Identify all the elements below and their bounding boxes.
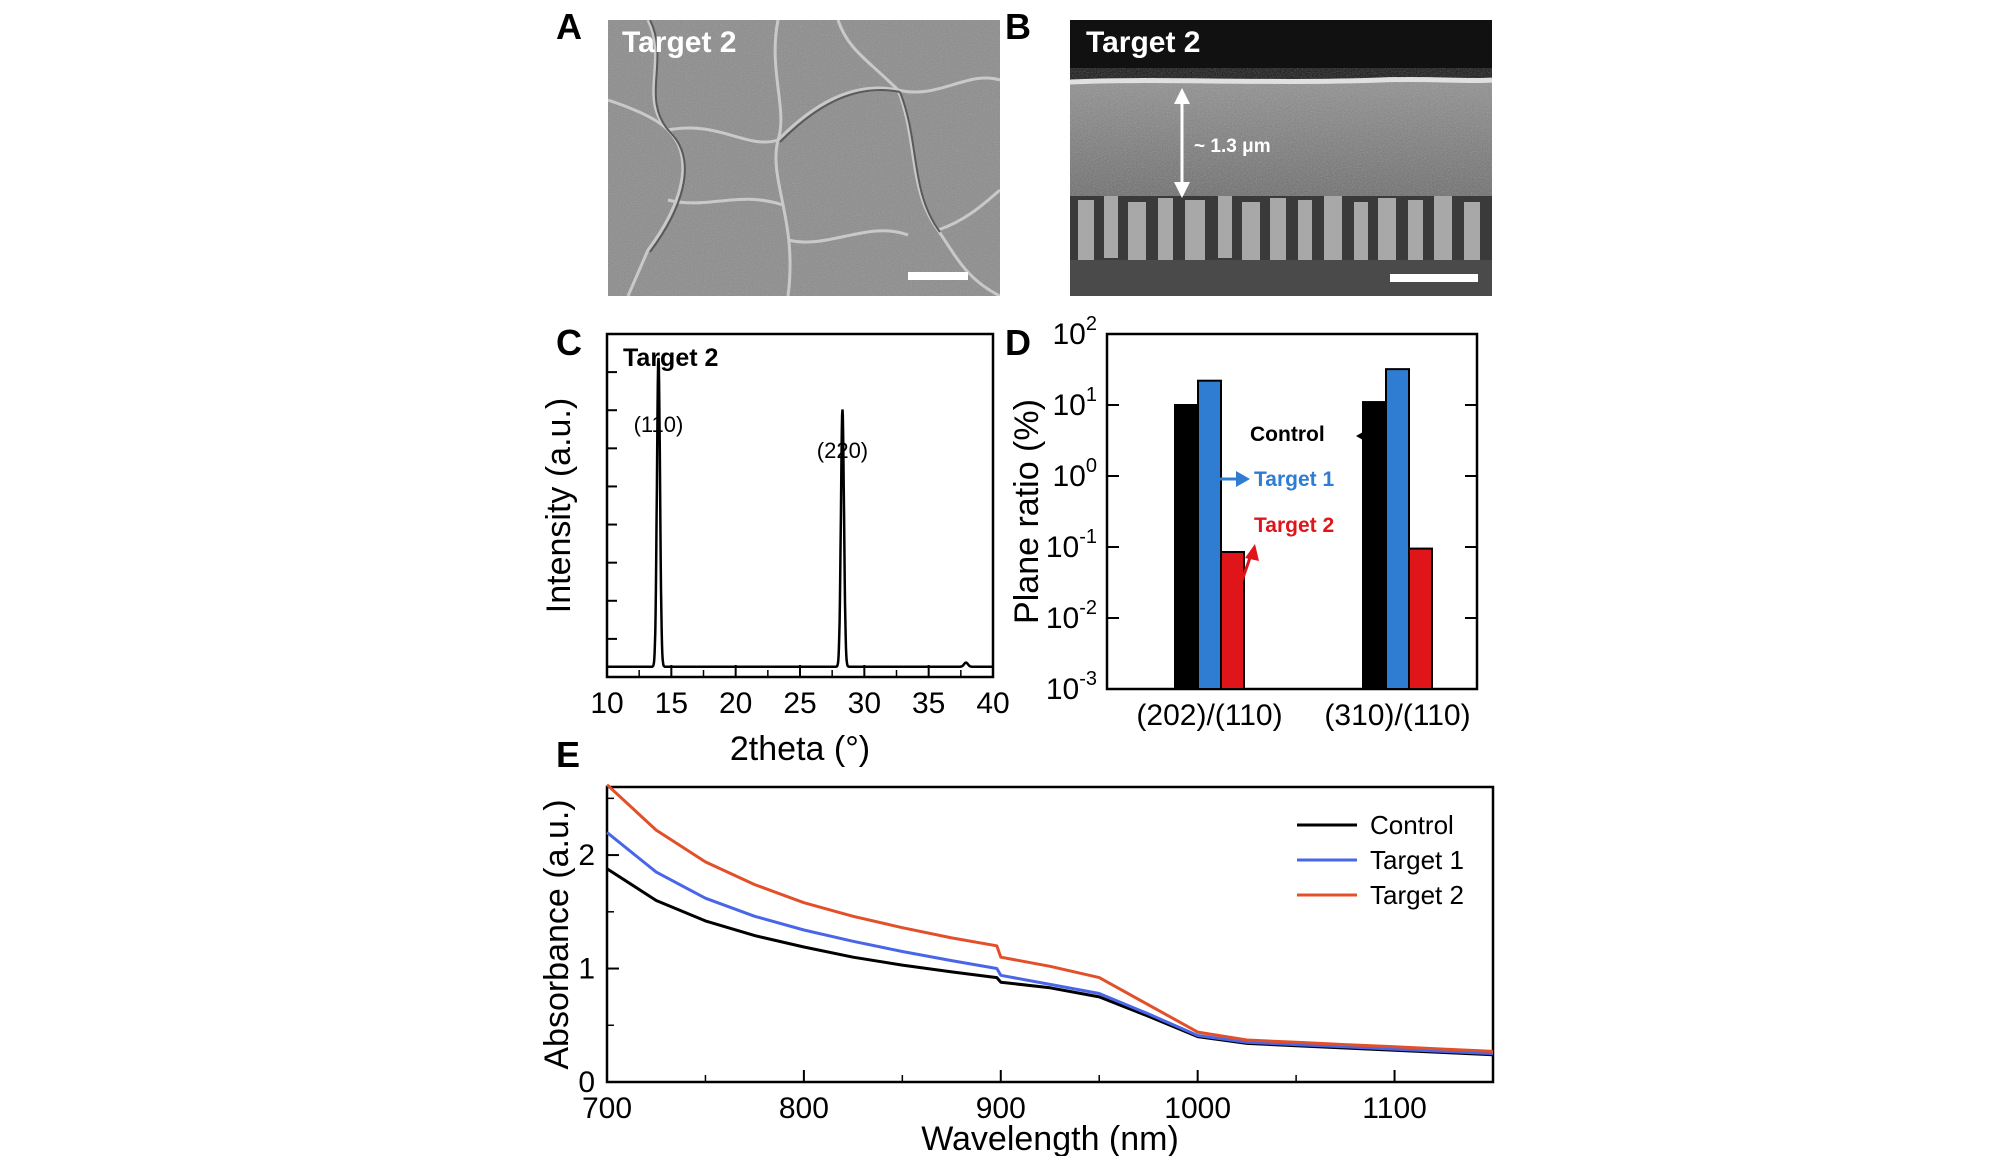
absorbance-y-tick-label: 1 [578,953,595,986]
bar-control [1362,401,1387,690]
sem-top-label: Target 2 [622,26,737,59]
bar-control [1174,404,1199,690]
absorbance-y-axis-label: Absorbance (a.u.) [538,799,576,1069]
xrd-peak-label: (110) [634,412,684,437]
absorbance-y-tick-label: 0 [578,1066,595,1099]
absorbance-x-tick-label: 800 [779,1092,829,1125]
absorbance-legend-label: Target 1 [1370,845,1464,875]
sem-cross-section-image: Target 2 ~ 1.3 μm [1070,20,1492,296]
ratio-plot-frame [1105,332,1479,691]
bar-target-1 [1197,379,1222,690]
bar-target-2 [1408,547,1433,690]
bar-target-2 [1220,551,1245,690]
ratio-y-tick-label: 101 [1053,384,1098,422]
sem-top-view-image: Target 2 [608,20,1000,296]
absorbance-line-target-1 [606,831,1494,1056]
legend-label-target1: Target 1 [1254,468,1334,491]
sem-cross-label: Target 2 [1086,26,1201,59]
panel-letter-c: C [556,322,582,363]
legend-label-target2: Target 2 [1254,514,1334,537]
xrd-inset-title: Target 2 [623,344,718,372]
absorbance-chart: 700 800 900 1000 1100 0 1 2 Control Target 1 Targe… [538,783,1495,1156]
panel-letter-a: A [556,6,582,47]
xrd-x-tick-label: 20 [719,687,752,720]
ratio-y-tick-label: 10-2 [1046,597,1097,635]
absorbance-legend-label: Target 2 [1370,880,1464,910]
absorbance-x-tick-label: 1000 [1164,1092,1231,1125]
legend-arrowhead-control [1356,428,1370,444]
ratio-y-tick-label: 102 [1053,313,1098,351]
xrd-x-tick-label: 35 [912,687,945,720]
ratio-category-label: (310)/(110) [1324,699,1470,732]
absorbance-x-tick-label: 700 [582,1092,632,1125]
absorbance-plot-frame [605,785,1495,1084]
xrd-x-tick-label: 25 [783,687,816,720]
ratio-y-tick-label: 100 [1053,455,1098,493]
xrd-plot-frame [605,332,995,679]
xrd-x-tick-label: 30 [848,687,881,720]
legend-label-control: Control [1250,423,1325,446]
xrd-y-axis-label: Intensity (a.u.) [540,398,578,613]
panel-letter-b: B [1005,6,1031,47]
absorbance-x-tick-label: 1100 [1362,1092,1427,1125]
ratio-y-tick-label: 10-3 [1046,668,1097,706]
absorbance-line-control [606,867,1494,1057]
panel-letter-d: D [1005,322,1031,363]
ratio-y-tick-label: 10-1 [1046,526,1097,564]
xrd-x-tick-label: 10 [590,687,623,720]
absorbance-y-tick-label: 2 [578,839,595,872]
absorbance-line-target-2 [605,783,1494,1053]
bar-target-1 [1385,368,1410,690]
thickness-label: ~ 1.3 μm [1194,136,1271,157]
xrd-x-tick-label: 40 [976,687,1009,720]
xrd-x-axis-label: 2theta (°) [730,730,870,768]
absorbance-x-axis-label: Wavelength (nm) [921,1120,1179,1156]
legend-arrowhead-target1 [1236,471,1250,487]
panel-letter-e: E [556,734,581,775]
plane-ratio-chart: 10-3 10-2 10-1 100 101 102 (202)/(110) (310)/(1… [1008,313,1479,732]
absorbance-x-tick-label: 900 [976,1092,1026,1125]
xrd-pattern-line [607,357,993,668]
absorbance-legend-label: Control [1370,810,1454,840]
xrd-peak-label: (220) [817,438,868,463]
xrd-x-tick-label: 15 [655,687,688,720]
ratio-category-label: (202)/(110) [1136,699,1282,732]
ratio-y-axis-label: Plane ratio (%) [1008,399,1046,624]
xrd-chart: 10 15 20 25 30 35 40 (110) (220) Target 2 2theta (… [540,332,1010,768]
legend-arrowhead-target2 [1245,544,1259,561]
